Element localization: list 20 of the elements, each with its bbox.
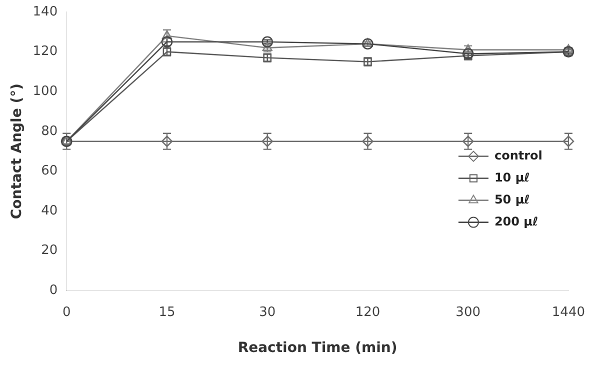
legend-label: 50 µℓ (494, 192, 530, 206)
y-tick-label: 60 (41, 164, 58, 179)
y-axis-title: Contact Angle (°) (9, 83, 26, 220)
x-tick-label: 300 (456, 304, 481, 320)
legend-label: 10 µℓ (494, 170, 530, 184)
x-axis-title: Reaction Time (min) (238, 340, 398, 356)
legend-label: control (494, 148, 542, 162)
x-tick-label: 1440 (552, 304, 586, 320)
legend-label: 200 µℓ (494, 214, 538, 228)
y-tick-label: 40 (41, 203, 58, 218)
y-tick-label: 120 (32, 44, 58, 60)
y-tick-label: 80 (41, 124, 58, 139)
y-tick-label: 0 (49, 282, 58, 298)
x-tick-label: 120 (355, 304, 380, 320)
y-tick-label: 140 (32, 4, 58, 20)
y-tick-label: 100 (32, 84, 58, 99)
y-tick-label: 20 (41, 243, 58, 258)
x-tick-label: 15 (158, 304, 176, 320)
x-tick-label: 30 (259, 304, 276, 320)
x-tick-label: 0 (62, 304, 71, 320)
